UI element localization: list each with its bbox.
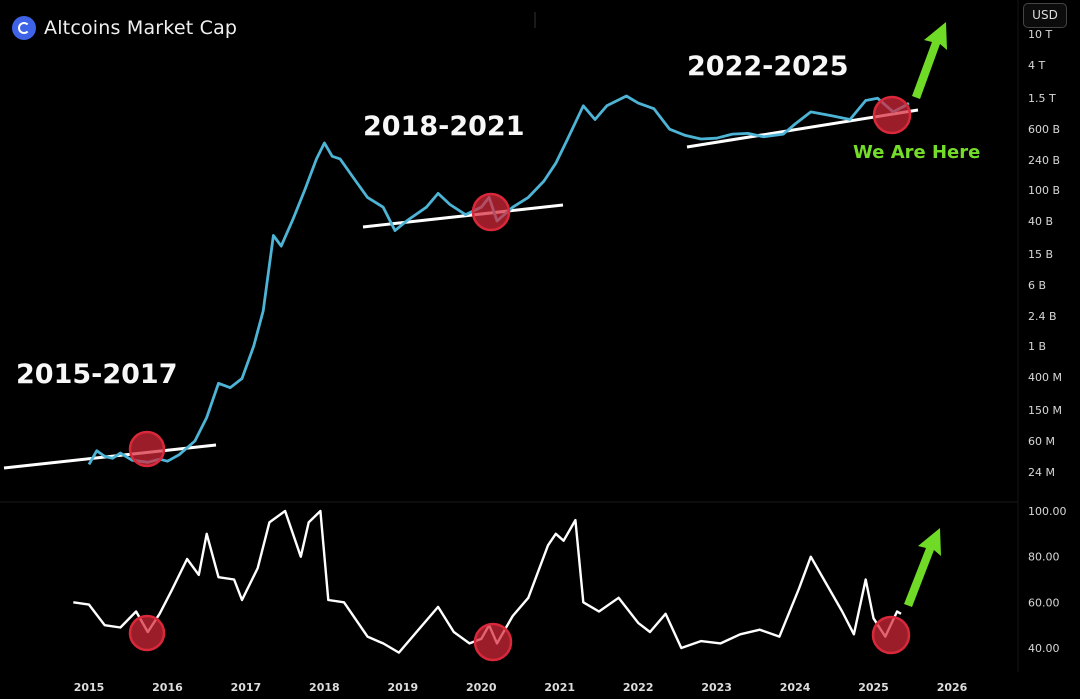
y-tick-label: 40.00: [1028, 642, 1060, 655]
x-tick-label: 2020: [466, 681, 497, 694]
currency-selector[interactable]: USD: [1023, 3, 1067, 28]
period-label-2022-2025: 2022-2025: [687, 51, 849, 82]
y-tick-label: 24 M: [1028, 466, 1055, 479]
x-tick-label: 2016: [152, 681, 183, 694]
y-tick-label: 240 B: [1028, 154, 1060, 167]
x-tick-label: 2021: [544, 681, 575, 694]
y-tick-label: 60 M: [1028, 435, 1055, 448]
x-tick-label: 2022: [623, 681, 654, 694]
y-tick-label: 15 B: [1028, 248, 1053, 261]
chart-header: Altcoins Market Cap: [12, 16, 237, 40]
y-tick-label: 1.5 T: [1028, 92, 1056, 105]
up-arrow-icon: [904, 528, 941, 607]
x-tick-label: 2024: [780, 681, 811, 694]
y-tick-label: 100 B: [1028, 184, 1060, 197]
altcoins-logo-icon: [12, 16, 36, 40]
y-tick-label: 400 M: [1028, 371, 1062, 384]
y-tick-label: 6 B: [1028, 279, 1046, 292]
x-tick-label: 2018: [309, 681, 340, 694]
y-tick-label: 10 T: [1028, 28, 1052, 41]
y-tick-label: 80.00: [1028, 551, 1060, 564]
x-tick-label: 2026: [937, 681, 968, 694]
chart-title: Altcoins Market Cap: [44, 17, 238, 39]
x-tick-label: 2023: [701, 681, 732, 694]
trendline-2018-2021: [362, 203, 564, 229]
y-tick-label: 2.4 B: [1028, 310, 1057, 323]
y-tick-label: 100.00: [1028, 505, 1067, 518]
x-tick-label: 2019: [388, 681, 419, 694]
y-tick-label: 40 B: [1028, 215, 1053, 228]
we-are-here-label: We Are Here: [853, 142, 980, 163]
period-label-2015-2017: 2015-2017: [16, 359, 178, 390]
y-tick-label: 150 M: [1028, 404, 1062, 417]
x-tick-label: 2025: [858, 681, 889, 694]
bottom-markers: [128, 95, 912, 662]
bottom-marker-2015: [128, 430, 166, 468]
market-cap-line: [87, 94, 910, 466]
bottom-marker-2025: [872, 95, 912, 135]
bottom-marker-osc-2025: [871, 615, 911, 655]
y-axis-ticks: 10 T 4 T 1.5 T 600 B 240 B 100 B 40 B 15 B 6 B 2.…: [1028, 28, 1067, 655]
bottom-marker-2020: [471, 192, 511, 232]
up-arrow-icon: [912, 22, 947, 99]
x-axis-ticks: 2015 2016 2017 2018 2019 2020 2021 2022 2023 2024…: [74, 681, 968, 694]
y-tick-label: 60.00: [1028, 596, 1060, 609]
bottom-marker-osc-2015: [128, 614, 166, 652]
bottom-marker-osc-2020: [473, 622, 513, 662]
y-tick-label: 1 B: [1028, 340, 1046, 353]
x-tick-label: 2017: [231, 681, 262, 694]
support-trendlines: [3, 108, 919, 470]
up-arrows: [904, 22, 947, 607]
period-label-2018-2021: 2018-2021: [363, 111, 525, 142]
y-tick-label: 600 B: [1028, 123, 1060, 136]
x-tick-label: 2015: [74, 681, 105, 694]
y-tick-label: 4 T: [1028, 59, 1045, 72]
